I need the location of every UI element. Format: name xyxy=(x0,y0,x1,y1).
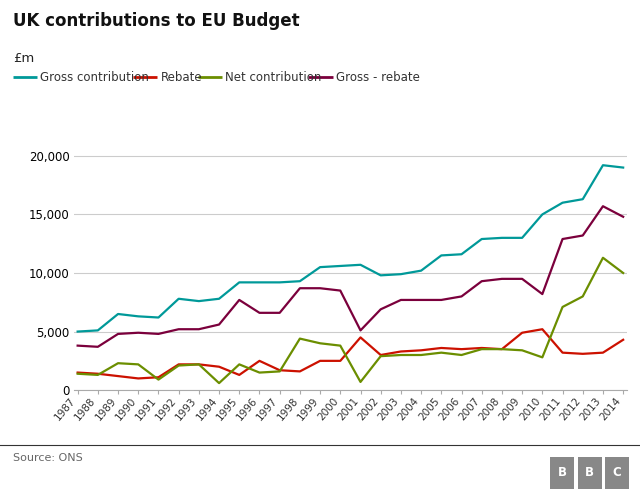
FancyBboxPatch shape xyxy=(577,457,602,489)
Text: Gross contribution: Gross contribution xyxy=(40,71,149,83)
Text: Gross - rebate: Gross - rebate xyxy=(336,71,420,83)
Text: UK contributions to EU Budget: UK contributions to EU Budget xyxy=(13,12,300,30)
Text: £m: £m xyxy=(13,52,34,65)
FancyBboxPatch shape xyxy=(550,457,574,489)
Text: B: B xyxy=(585,466,594,479)
Text: B: B xyxy=(557,466,567,479)
Text: Net contribution: Net contribution xyxy=(225,71,321,83)
Text: C: C xyxy=(612,466,621,479)
Text: Source: ONS: Source: ONS xyxy=(13,453,83,463)
FancyBboxPatch shape xyxy=(605,457,629,489)
Text: Rebate: Rebate xyxy=(161,71,202,83)
